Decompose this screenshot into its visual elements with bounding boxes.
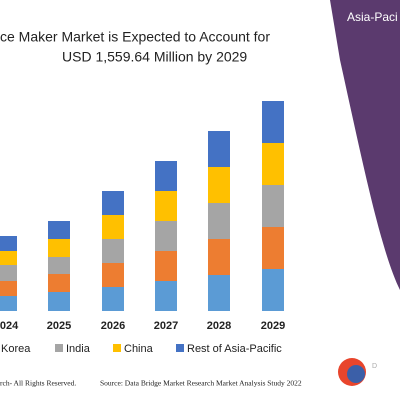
x-tick-label: 2026 xyxy=(101,320,125,332)
bar-segment xyxy=(0,265,17,281)
bar-segment xyxy=(102,263,124,287)
footer: Source: Data Bridge Market Research Mark… xyxy=(100,379,302,388)
bar-segment xyxy=(208,167,230,203)
bar-segment xyxy=(208,275,230,311)
legend-label: India xyxy=(66,343,91,355)
bar-segment xyxy=(0,236,17,251)
bar-segment xyxy=(262,269,284,311)
bar-segment xyxy=(155,161,177,191)
bar-segment xyxy=(102,191,124,215)
legend-marker xyxy=(113,344,121,352)
bar-segment xyxy=(208,239,230,275)
bar-segment xyxy=(155,221,177,251)
chart-title: USD 1,559.64 Million by 2029 xyxy=(62,49,247,65)
svg-text:D: D xyxy=(372,363,377,370)
x-tick-label: 2027 xyxy=(154,320,178,332)
bar-segment xyxy=(48,239,70,257)
bar-segment xyxy=(0,296,17,311)
bar-segment xyxy=(208,131,230,167)
bar-segment xyxy=(102,215,124,239)
panel-title: Asia-Paci xyxy=(347,10,398,24)
x-tick-label: 2025 xyxy=(47,320,71,332)
legend-label: China xyxy=(124,343,154,355)
x-tick-label: 2029 xyxy=(261,320,285,332)
footer: rch- All Rights Reserved. xyxy=(0,379,76,388)
bar-segment xyxy=(262,185,284,227)
bar-segment xyxy=(155,191,177,221)
chart-title: ce Maker Market is Expected to Account f… xyxy=(0,29,270,45)
bar-segment xyxy=(48,292,70,311)
bar-segment xyxy=(0,281,17,296)
x-tick-label: 2024 xyxy=(0,320,19,332)
logo: D xyxy=(338,358,377,386)
bar-segment xyxy=(262,143,284,185)
bar-segment xyxy=(262,227,284,269)
legend-label: Rest of Asia-Pacific xyxy=(187,343,282,355)
bar-segment xyxy=(48,221,70,239)
legend-label: Korea xyxy=(1,343,31,355)
bar-segment xyxy=(48,257,70,274)
legend-marker xyxy=(176,344,184,352)
side-panel xyxy=(330,0,400,290)
bar-segment xyxy=(48,274,70,292)
x-tick-label: 2028 xyxy=(207,320,231,332)
bar-segment xyxy=(155,251,177,281)
bar-segment xyxy=(0,251,17,265)
bar-segment xyxy=(102,239,124,263)
bar-segment xyxy=(155,281,177,311)
legend-marker xyxy=(55,344,63,352)
bar-segment xyxy=(102,287,124,311)
bar-segment xyxy=(208,203,230,239)
bar-segment xyxy=(262,101,284,143)
